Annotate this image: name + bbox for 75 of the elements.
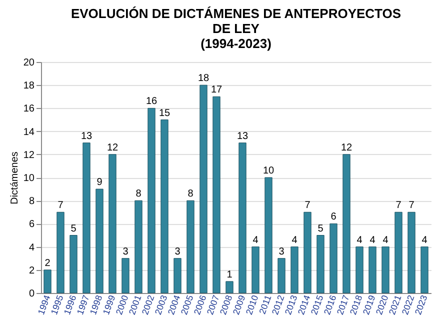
bar	[342, 154, 350, 294]
bar	[44, 270, 52, 294]
text: (1994-2023)	[200, 36, 272, 51]
bar	[108, 154, 116, 294]
data-label: 4	[382, 234, 389, 246]
bar	[252, 246, 260, 294]
bar	[278, 258, 286, 294]
data-label: 12	[340, 142, 352, 154]
text: DE LEY	[212, 21, 260, 36]
y-tick-label: 18	[23, 80, 35, 92]
data-label: 13	[80, 130, 92, 142]
data-label: 2	[44, 258, 51, 269]
data-label: 8	[136, 188, 142, 200]
y-tick-label: 2	[28, 265, 35, 276]
data-label: 7	[408, 200, 415, 212]
bar	[122, 258, 130, 294]
data-label: 18	[198, 73, 210, 84]
data-label: 4	[252, 234, 259, 246]
data-label: 7	[396, 200, 402, 212]
bar	[134, 200, 142, 294]
bar	[56, 212, 64, 294]
bar	[96, 188, 104, 294]
bar	[408, 212, 416, 294]
bar	[368, 246, 376, 294]
bar	[226, 281, 234, 294]
data-label: 15	[158, 108, 170, 119]
data-label: 9	[96, 177, 103, 188]
bar	[174, 258, 182, 294]
bar	[148, 108, 156, 294]
bar	[290, 246, 298, 294]
data-label: 4	[292, 234, 298, 246]
data-label: 17	[210, 84, 222, 96]
data-label: 10	[262, 166, 274, 176]
bar	[70, 235, 78, 294]
y-tick-label: 10	[23, 173, 35, 184]
y-tick-label: 4	[28, 242, 35, 254]
data-label: 5	[318, 223, 324, 234]
data-label: 4	[370, 234, 376, 246]
y-tick-label: 6	[28, 219, 35, 230]
y-tick-label: 16	[23, 104, 35, 115]
bar	[420, 246, 428, 294]
data-label: 4	[356, 234, 363, 246]
bar	[264, 177, 272, 294]
data-label: 7	[58, 200, 64, 212]
bar	[200, 84, 208, 294]
data-label: 8	[188, 188, 194, 200]
bar	[82, 142, 90, 294]
bar	[160, 120, 168, 294]
data-label: 3	[278, 246, 285, 258]
data-label: 5	[70, 223, 77, 234]
bar	[304, 212, 312, 294]
bar	[330, 223, 338, 294]
text: EVOLUCIÓN DE DICTÁMENES DE ANTEPROYECTOS	[70, 6, 402, 21]
bar	[186, 200, 194, 294]
bar	[316, 235, 324, 294]
y-axis-title: Dictámenes	[9, 152, 20, 204]
bar	[382, 246, 390, 294]
bar	[212, 96, 220, 294]
y-tick-label: 14	[23, 126, 35, 138]
y-tick-label: 20	[23, 58, 35, 68]
data-label: 3	[122, 246, 129, 258]
bar	[238, 142, 246, 294]
y-tick-label: 12	[23, 150, 35, 161]
data-label: 7	[304, 200, 311, 212]
y-tick-label: 0	[28, 288, 35, 300]
data-label: 16	[146, 96, 158, 108]
bar	[394, 212, 402, 294]
data-label: 3	[174, 246, 181, 258]
data-label: 1	[226, 269, 233, 280]
data-label: 4	[422, 234, 428, 246]
data-label: 6	[330, 212, 337, 223]
bar	[356, 246, 364, 294]
data-label: 13	[236, 130, 248, 142]
data-label: 12	[106, 142, 118, 154]
y-tick-label: 8	[28, 196, 35, 208]
